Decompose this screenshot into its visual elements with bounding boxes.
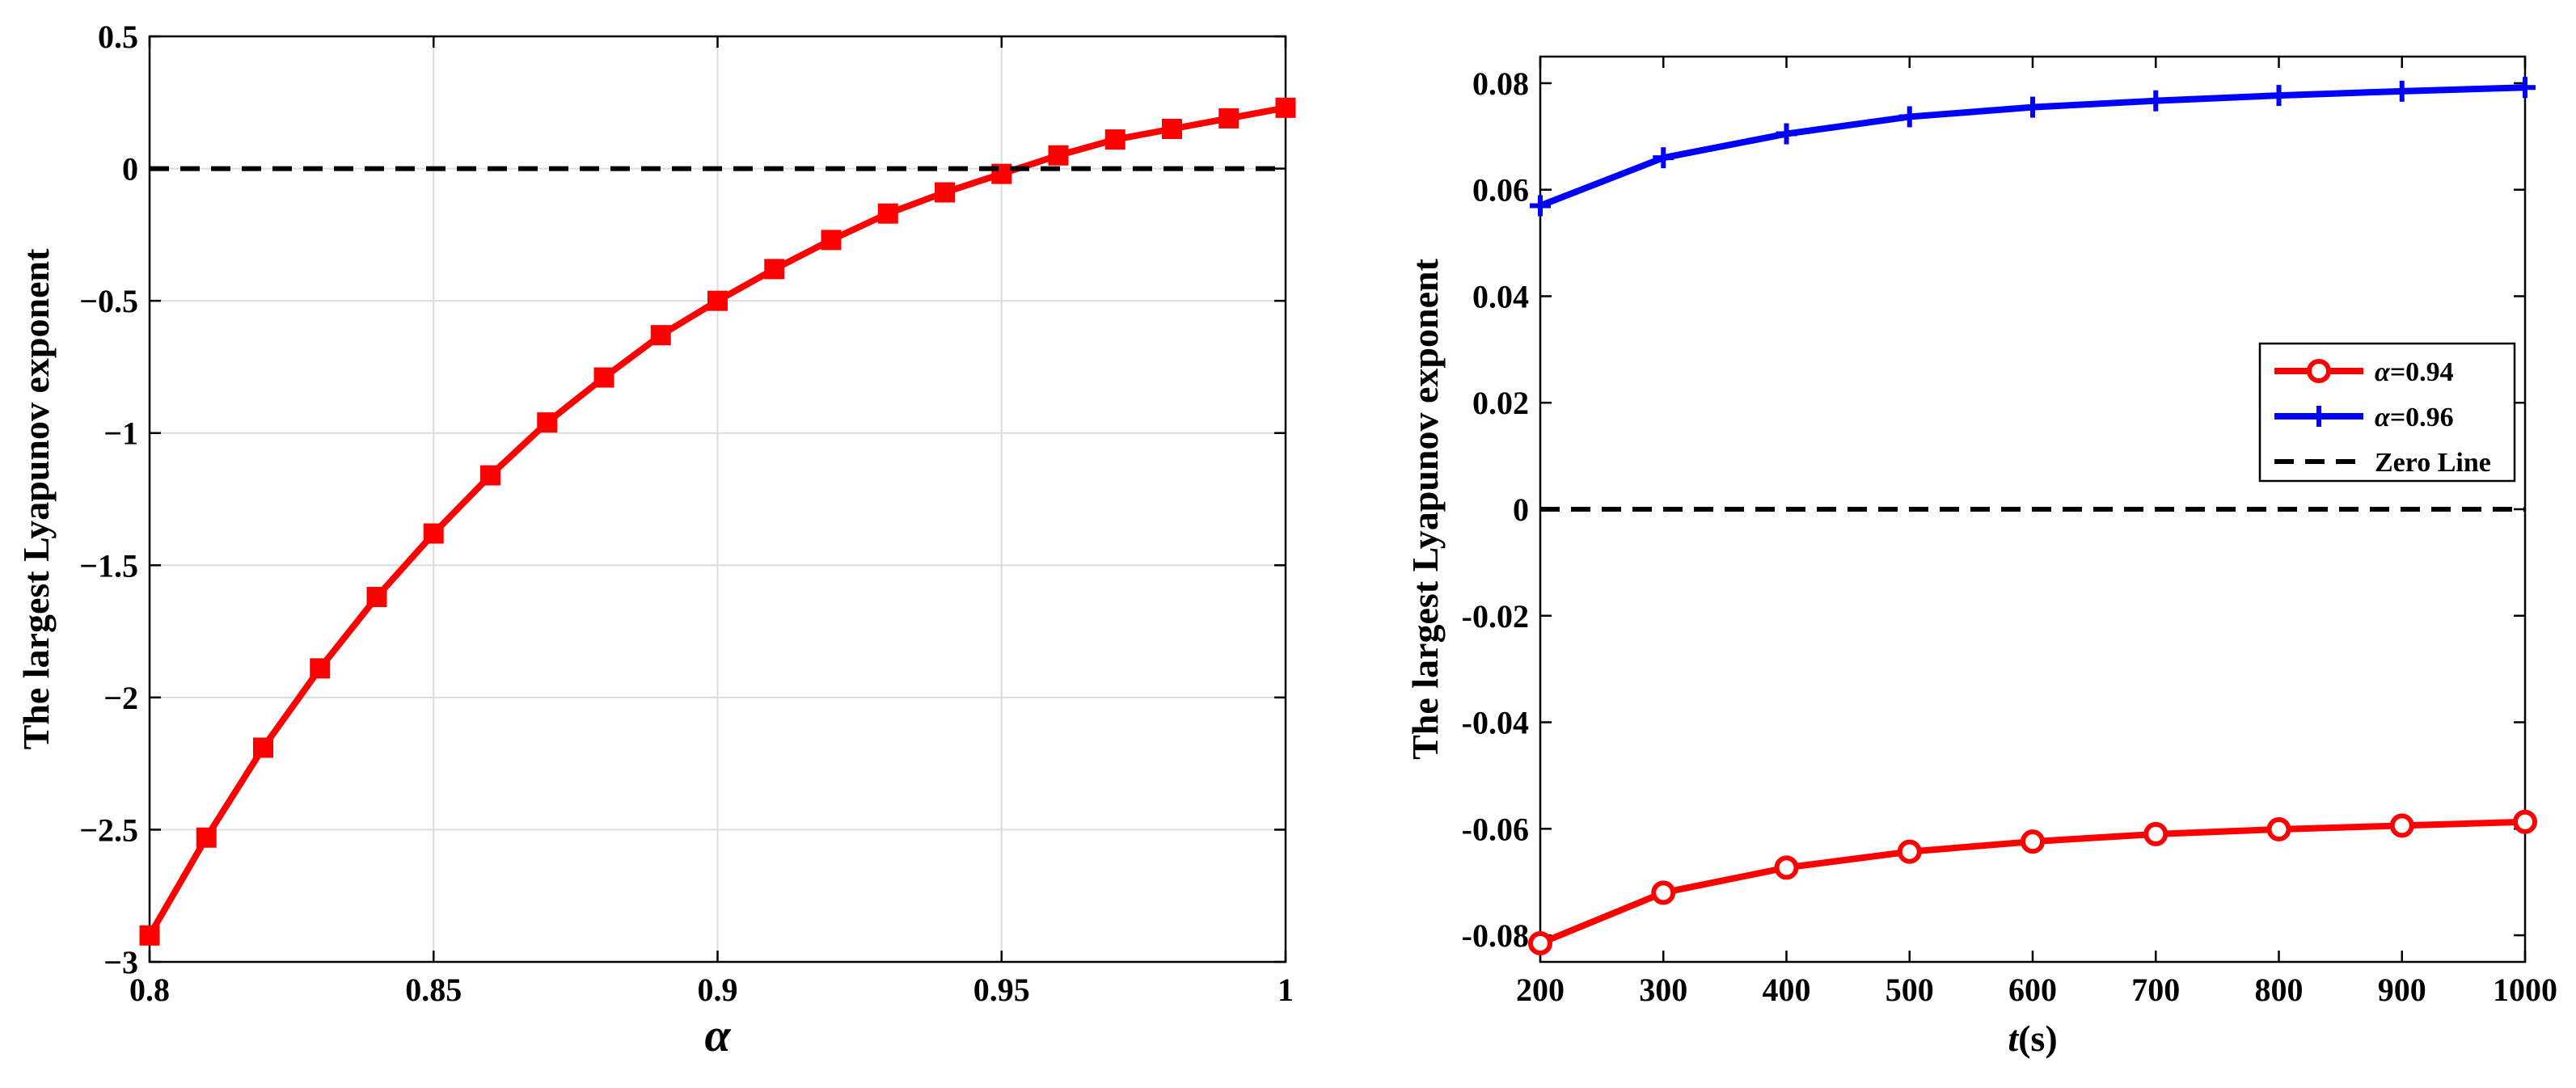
x-tick-label: 0.8: [129, 972, 170, 1008]
y-tick-label: -0.08: [1462, 917, 1529, 954]
data-point: [2268, 85, 2290, 107]
data-point: [1774, 855, 1799, 880]
right-chart: 200 300 400 500 600 700 800 900 1000 0.08 0.06 0.04…: [1404, 55, 2557, 1059]
data-point: [1776, 123, 1797, 145]
legend-marker: [2307, 359, 2331, 383]
data-point: [2391, 80, 2413, 102]
data-point: [764, 259, 785, 280]
x-tick-label: 600: [2008, 972, 2057, 1008]
y-tick-label: −3: [103, 944, 138, 980]
x-tick-label: 1000: [2493, 972, 2557, 1008]
data-point: [139, 925, 160, 946]
data-point: [1528, 930, 1552, 955]
data-point: [2021, 829, 2045, 854]
y-tick-label: 0.06: [1472, 172, 1529, 209]
y-tick-label: -0.06: [1462, 811, 1529, 847]
legend-label: Zero Line: [2375, 448, 2491, 478]
data-point: [935, 182, 955, 203]
y-tick-label: 0.5: [98, 19, 138, 55]
x-tick-label: 1: [1277, 972, 1294, 1008]
data-point: [1275, 97, 1296, 118]
y-tick-label: -0.02: [1462, 598, 1529, 635]
legend-label: α=0.96: [2375, 403, 2454, 432]
x-tick-label: 300: [1639, 972, 1687, 1008]
legend-marker: [2308, 406, 2329, 427]
data-point: [196, 827, 217, 848]
legend-box: [2258, 342, 2516, 483]
x-tick-label: 0.85: [405, 972, 462, 1008]
data-point: [2513, 809, 2537, 834]
x-tick-label: 800: [2255, 972, 2304, 1008]
data-point: [1162, 119, 1182, 139]
y-axis-label: The largest Lyapunov exponent: [1404, 258, 1446, 759]
data-point: [1897, 839, 1922, 864]
left-chart: 0.8 0.85 0.9 0.95 1 0.5 0 −0.5 −1 −1.5 −2 −2.5 −3 α Th…: [15, 19, 1296, 1061]
data-point: [593, 367, 614, 388]
data-point: [2266, 816, 2291, 841]
data-point: [1651, 880, 1676, 905]
y-tick-label: −1.5: [79, 547, 138, 584]
data-point: [877, 203, 898, 224]
data-point: [537, 412, 558, 433]
data-point: [1048, 145, 1069, 166]
y-tick-label: −2: [103, 680, 138, 716]
x-axis-label: t(s): [2008, 1018, 2057, 1059]
y-tick-label: 0.04: [1472, 278, 1529, 314]
data-point: [253, 737, 273, 758]
data-point: [2389, 813, 2414, 838]
data-point: [2145, 90, 2167, 112]
y-tick-label: −2.5: [79, 812, 138, 848]
x-tick-label: 200: [1516, 972, 1565, 1008]
data-point: [2143, 821, 2168, 846]
y-tick-label: 0.08: [1472, 65, 1529, 102]
data-point: [480, 465, 500, 486]
y-tick-label: 0.02: [1472, 385, 1529, 421]
x-tick-label: 400: [1763, 972, 1811, 1008]
data-point: [821, 230, 842, 251]
x-tick-label: 0.9: [698, 972, 738, 1008]
y-tick-label: −0.5: [79, 283, 138, 319]
data-point: [2022, 96, 2043, 118]
data-point: [1218, 108, 1239, 129]
data-point: [650, 325, 671, 346]
data-point: [310, 658, 331, 679]
legend: α=0.94 α=0.96 Zero Line: [2258, 342, 2516, 483]
x-tick-label: 900: [2378, 972, 2426, 1008]
data-point: [1530, 195, 1551, 217]
legend-label: α=0.94: [2375, 357, 2454, 387]
data-point: [1653, 147, 1674, 169]
data-point: [423, 523, 444, 544]
data-point: [2515, 77, 2536, 99]
x-tick-label: 0.95: [973, 972, 1030, 1008]
y-axis-label: The largest Lyapunov exponent: [15, 248, 57, 749]
data-point: [366, 587, 387, 608]
x-tick-label: 700: [2131, 972, 2180, 1008]
y-tick-label: 0: [122, 151, 138, 188]
data-point: [1898, 106, 1920, 128]
y-tick-label: 0: [1513, 491, 1529, 528]
x-tick-label: 500: [1886, 972, 1934, 1008]
y-tick-label: -0.04: [1462, 705, 1529, 741]
y-tick-label: −1: [103, 415, 138, 452]
data-point: [707, 290, 728, 311]
data-point: [1104, 129, 1125, 150]
x-axis-label: α: [704, 1009, 731, 1061]
